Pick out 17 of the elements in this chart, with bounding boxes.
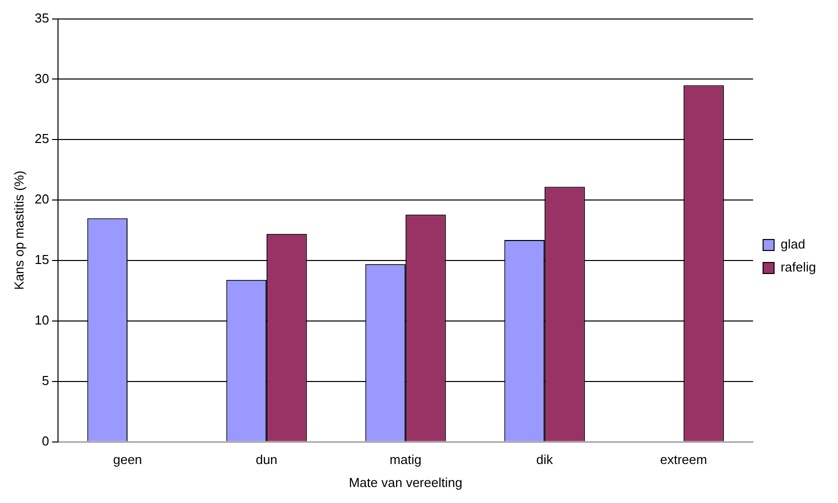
y-tick-label: 5: [42, 372, 50, 388]
y-tick-label: 25: [34, 131, 50, 146]
x-tick-label: dik: [536, 452, 554, 468]
y-axis-title: Kans op mastitis (%): [11, 170, 26, 290]
legend-label: rafelig: [780, 260, 816, 275]
y-tick-label: 15: [34, 252, 50, 268]
x-tick-label: matig: [390, 452, 422, 468]
y-tick-label: 20: [34, 192, 50, 207]
legend-label: glad: [780, 236, 806, 252]
x-tick-label: geen: [113, 452, 142, 468]
x-axis-title: Mate van vereelting: [348, 474, 462, 490]
y-tick-label: 10: [34, 312, 50, 328]
x-tick-label: dun: [256, 452, 278, 468]
y-tick-label: 30: [34, 70, 50, 86]
y-tick-label: 35: [34, 10, 50, 26]
x-tick-label: extreem: [660, 452, 708, 468]
y-tick-label: 0: [42, 433, 50, 448]
